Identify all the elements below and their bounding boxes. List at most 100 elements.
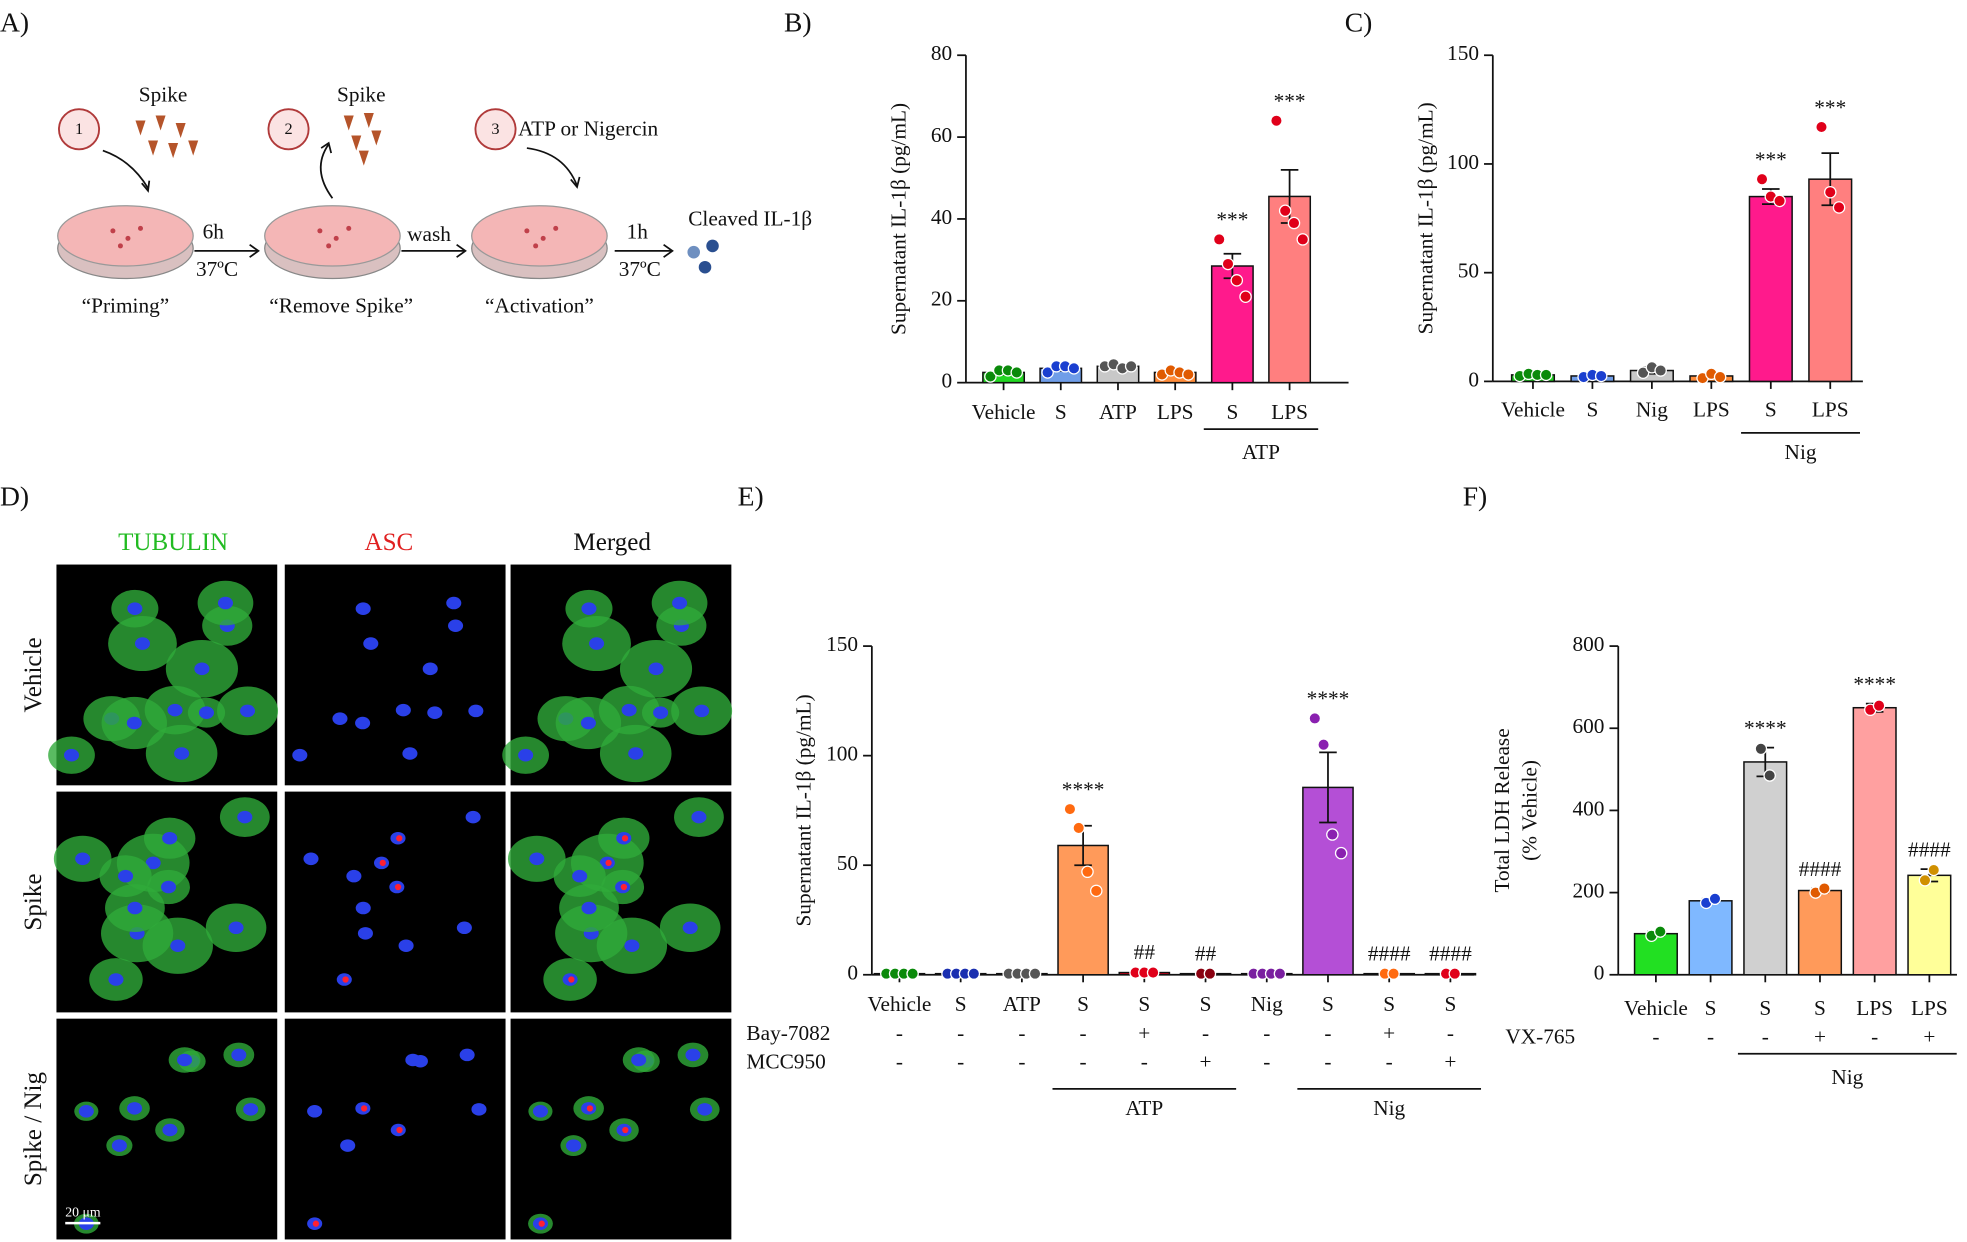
y-tick-label: 100 bbox=[1447, 150, 1479, 174]
group-label: ATP bbox=[1242, 440, 1280, 464]
nucleus bbox=[63, 748, 80, 762]
significance: **** bbox=[1062, 777, 1105, 801]
data-point bbox=[1594, 369, 1608, 383]
nucleus bbox=[355, 901, 371, 915]
y-tick-label: 150 bbox=[826, 632, 858, 656]
x-tick-label: Vehicle bbox=[972, 400, 1036, 424]
nucleus bbox=[162, 1123, 178, 1137]
nucleus bbox=[468, 704, 484, 718]
x-tick-label: ATP bbox=[1099, 400, 1137, 424]
nucleus bbox=[118, 869, 134, 883]
factor-level: + bbox=[1383, 1021, 1395, 1045]
data-point bbox=[1273, 967, 1287, 980]
significance: *** bbox=[1755, 148, 1787, 172]
data-point bbox=[1815, 120, 1828, 134]
condition-label: Spike bbox=[20, 873, 47, 930]
bar bbox=[1808, 178, 1853, 383]
group-label: Nig bbox=[1831, 1065, 1863, 1089]
channel-label: Merged bbox=[573, 529, 651, 556]
y-axis-label: Supernatant IL-1β (pg/mL) bbox=[791, 694, 815, 926]
nucleus bbox=[471, 1103, 487, 1116]
channel-label: TUBULIN bbox=[118, 529, 228, 556]
nucleus bbox=[240, 704, 256, 718]
nucleus bbox=[167, 703, 183, 717]
nucleus bbox=[572, 869, 588, 883]
x-tick-label: LPS bbox=[1693, 397, 1730, 421]
significance: ## bbox=[1134, 940, 1156, 964]
factor-level: - bbox=[1263, 1021, 1270, 1045]
x-tick-label: S bbox=[1077, 992, 1089, 1016]
asc-speck bbox=[622, 1126, 629, 1134]
data-point bbox=[1763, 769, 1776, 782]
nucleus bbox=[162, 831, 178, 845]
factor-level: - bbox=[1707, 1025, 1714, 1049]
x-tick-label: S bbox=[1383, 992, 1395, 1016]
x-tick-label: S bbox=[1765, 397, 1777, 421]
nucleus bbox=[127, 1102, 143, 1115]
data-point bbox=[984, 370, 997, 383]
y-tick-label: 200 bbox=[1572, 878, 1604, 902]
nucleus bbox=[126, 716, 142, 730]
asc-speck bbox=[394, 883, 402, 891]
nucleus bbox=[589, 637, 605, 650]
factor-level: - bbox=[1080, 1021, 1087, 1045]
data-point bbox=[1212, 233, 1226, 246]
y-axis-label: Supernatant IL-1β (pg/mL) bbox=[887, 103, 911, 335]
nucleus bbox=[465, 810, 481, 824]
significance: *** bbox=[1814, 95, 1846, 119]
step-caption: “Activation” bbox=[485, 293, 594, 317]
y-axis-label: Total LDH Release bbox=[1490, 728, 1514, 892]
nucleus bbox=[355, 602, 371, 615]
panel-label: B) bbox=[784, 6, 812, 37]
factor-name: VX-765 bbox=[1505, 1025, 1575, 1049]
significance: #### bbox=[1429, 942, 1472, 966]
data-point bbox=[1221, 257, 1235, 271]
significance: **** bbox=[1853, 672, 1896, 696]
asc-speck bbox=[586, 1105, 594, 1112]
arrow-label: 1h bbox=[627, 219, 649, 243]
nucleus bbox=[194, 662, 210, 676]
nucleus bbox=[405, 1053, 421, 1067]
asc-speck bbox=[620, 883, 628, 891]
scale-bar-label: 20 μm bbox=[65, 1204, 101, 1219]
nucleus bbox=[134, 637, 151, 650]
panel-label: C) bbox=[1345, 6, 1373, 37]
factor-level: - bbox=[1141, 1050, 1148, 1074]
data-point bbox=[1041, 366, 1054, 379]
data-point bbox=[1081, 865, 1094, 879]
arrow-label: 37ºC bbox=[196, 257, 238, 281]
factor-level: - bbox=[1018, 1050, 1025, 1074]
data-point bbox=[1063, 802, 1077, 816]
nucleus bbox=[217, 596, 233, 610]
nucleus bbox=[75, 852, 91, 866]
factor-level: - bbox=[1080, 1050, 1087, 1074]
data-point bbox=[1028, 967, 1042, 980]
arrows bbox=[102, 141, 674, 258]
data-point bbox=[1230, 274, 1244, 287]
nucleus bbox=[628, 747, 644, 760]
factor-level: - bbox=[957, 1050, 964, 1074]
step-number: 2 bbox=[284, 119, 292, 138]
y-tick-label: 0 bbox=[1468, 367, 1479, 391]
data-point bbox=[1308, 712, 1322, 725]
group-label: ATP bbox=[1125, 1096, 1163, 1120]
nucleus bbox=[127, 901, 143, 915]
nucleus bbox=[648, 662, 664, 676]
nucleus bbox=[459, 1048, 475, 1062]
channel-label: ASC bbox=[364, 529, 413, 556]
y-tick-label: 0 bbox=[1594, 961, 1605, 985]
data-point bbox=[1287, 216, 1301, 230]
factor-level: - bbox=[1018, 1021, 1025, 1045]
y-tick-label: 800 bbox=[1572, 632, 1604, 656]
arrow-label: 6h bbox=[203, 219, 225, 243]
nucleus bbox=[292, 748, 308, 762]
data-point bbox=[1773, 194, 1786, 208]
significance: *** bbox=[1274, 89, 1306, 113]
nucleus bbox=[355, 716, 371, 730]
y-tick-label: 60 bbox=[931, 123, 952, 147]
x-tick-label: S bbox=[1705, 996, 1717, 1020]
asc-speck bbox=[312, 1220, 320, 1227]
significance: ## bbox=[1195, 942, 1217, 966]
nucleus bbox=[697, 1103, 713, 1116]
x-tick-label: S bbox=[1200, 992, 1212, 1016]
